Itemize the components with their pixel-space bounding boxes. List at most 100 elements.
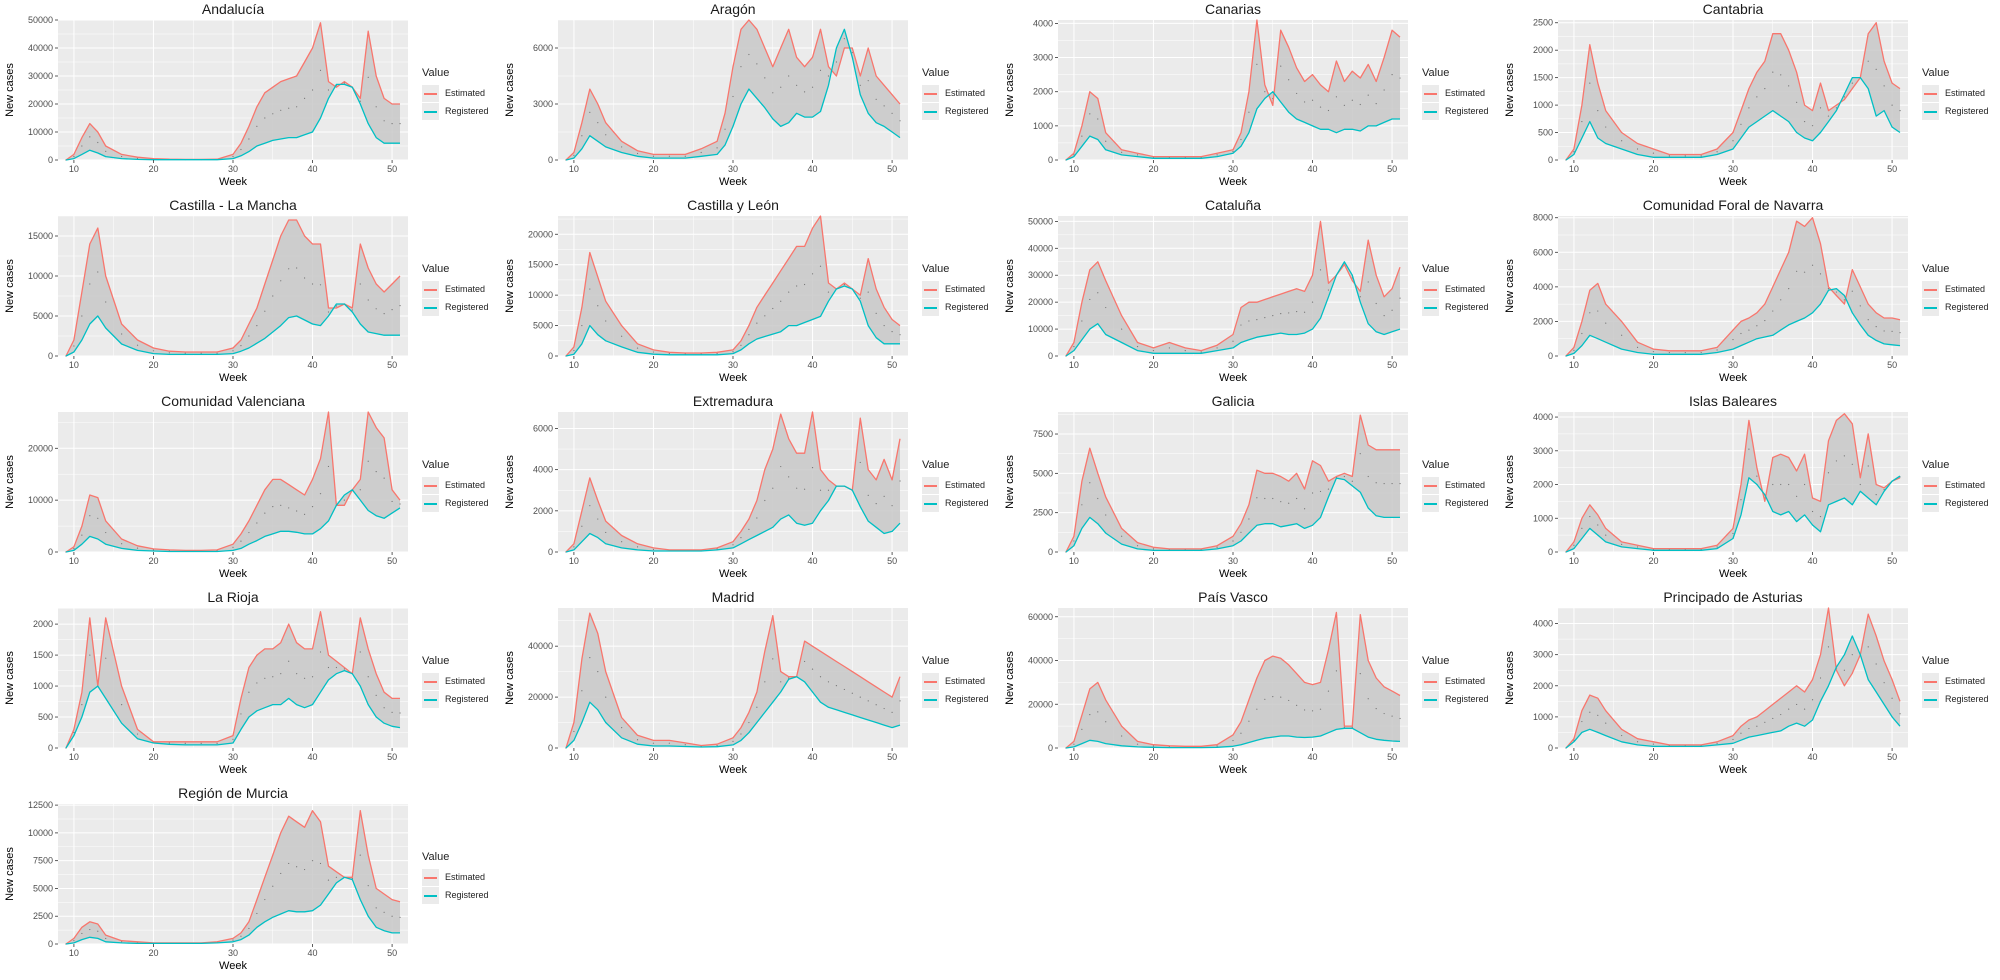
midpoint-dot [1248,111,1250,113]
midpoint-dot [1121,535,1123,537]
legend-swatch [1424,306,1437,309]
x-tick-label: 20 [648,164,658,174]
y-tick-label: 4000 [533,465,553,475]
midpoint-dot [1391,309,1393,311]
estimated-line [565,411,901,553]
midpoint-dot [303,513,306,516]
midpoint-dot [1399,482,1401,485]
midpoint-dot [1343,726,1345,728]
midpoint-dot [875,98,877,100]
legend-item-estimated: Estimated [1422,280,1489,298]
legend-item-estimated: Estimated [1422,476,1489,494]
midpoint-dot [303,868,306,871]
midpoint-dot [756,63,758,65]
midpoint-dot [1581,720,1583,723]
legend: Value Estimated Registered [922,263,989,316]
legend-label: Estimated [945,284,986,294]
midpoint-dot [73,155,75,158]
midpoint-dot [1891,330,1893,332]
midpoint-dot [1383,89,1385,91]
x-tick-label: 30 [228,948,238,958]
midpoint-dot [1264,497,1266,500]
registered-line [1565,475,1901,553]
x-tick-label: 50 [387,556,397,566]
y-axis-label: New cases [1004,455,1016,509]
midpoint-dot [136,547,139,549]
midpoint-dot [1327,109,1330,112]
midpoint-dot [73,940,75,942]
midpoint-dot [621,146,623,148]
midpoint-dot [1756,96,1758,98]
legend-item-registered: Registered [422,494,489,512]
y-tick-label: 7500 [1033,429,1053,439]
chart-title: La Rioja [207,589,259,605]
y-tick-label: 4000 [1533,282,1553,292]
x-tick-label: 20 [148,164,158,174]
midpoint-dot [1367,698,1369,700]
chart-panel: Extremadura 0 2000 4000 6000 10 20 30 40 50 Week Ne… [500,392,1000,588]
midpoint-dot [859,84,861,86]
y-tick-label: 20000 [28,99,53,109]
midpoint-dot [89,654,91,656]
y-tick-label: 30000 [1028,270,1053,280]
midpoint-dot [1811,264,1814,266]
midpoint-dot [1883,330,1885,332]
midpoint-dot [891,112,893,114]
y-tick-label: 2000 [1533,316,1553,326]
legend-title: Value [422,851,450,863]
x-axis-label: Week [1719,568,1747,580]
midpoint-dot [684,744,686,746]
midpoint-dot [780,465,782,468]
estimated-line [1065,414,1400,553]
midpoint-dot [1081,504,1083,506]
estimated-line [1565,22,1901,161]
y-tick-label: 15000 [28,231,53,241]
midpoint-dot [81,534,83,536]
uncertainty-band [1566,217,1900,356]
legend-title: Value [1422,655,1450,667]
midpoint-dot [105,937,107,940]
legend-title: Value [422,459,450,471]
midpoint-dot [200,742,202,744]
legend-label: Registered [1945,498,1989,508]
midpoint-dot [1319,269,1322,271]
registered-line [1065,477,1400,553]
legend-title: Value [922,655,950,667]
legend-key-estimated [1422,84,1439,102]
midpoint-dot [1732,738,1734,741]
x-tick-label: 30 [1228,556,1238,566]
x-tick-label: 30 [1728,360,1738,370]
midpoint-dot [288,660,290,662]
midpoint-dot [264,677,266,679]
legend-swatch [1924,110,1937,113]
registered-line [65,303,400,357]
midpoint-dot [1280,501,1282,503]
legend-swatch [1424,680,1437,683]
legend-title: Value [922,67,950,79]
midpoint-dot [1835,107,1838,109]
midpoint-dot [248,691,250,693]
midpoint-dot [1343,104,1345,106]
midpoint-dot [1875,494,1877,496]
x-tick-label: 40 [308,164,318,174]
legend: Value Estimated Registered [422,263,489,316]
midpoint-dot [1296,310,1298,313]
midpoint-dot [1748,727,1750,730]
legend-label: Registered [445,302,489,312]
legend-label: Estimated [945,88,986,98]
legend-key-estimated [422,672,439,690]
x-tick-label: 20 [1148,360,1158,370]
midpoint-dot [391,123,393,125]
midpoint-dot [1399,717,1401,720]
uncertainty-band [66,611,400,748]
midpoint-dot [200,352,202,354]
y-axis-label: New cases [4,651,16,705]
legend-key-estimated [1922,672,1939,690]
legend-swatch [424,92,437,95]
legend-label: Registered [945,106,989,116]
y-tick-label: 5000 [33,311,53,321]
y-tick-label: 2000 [533,506,553,516]
midpoint-dot [652,548,655,551]
midpoint-dot [891,711,893,713]
midpoint-dot [1399,297,1401,299]
